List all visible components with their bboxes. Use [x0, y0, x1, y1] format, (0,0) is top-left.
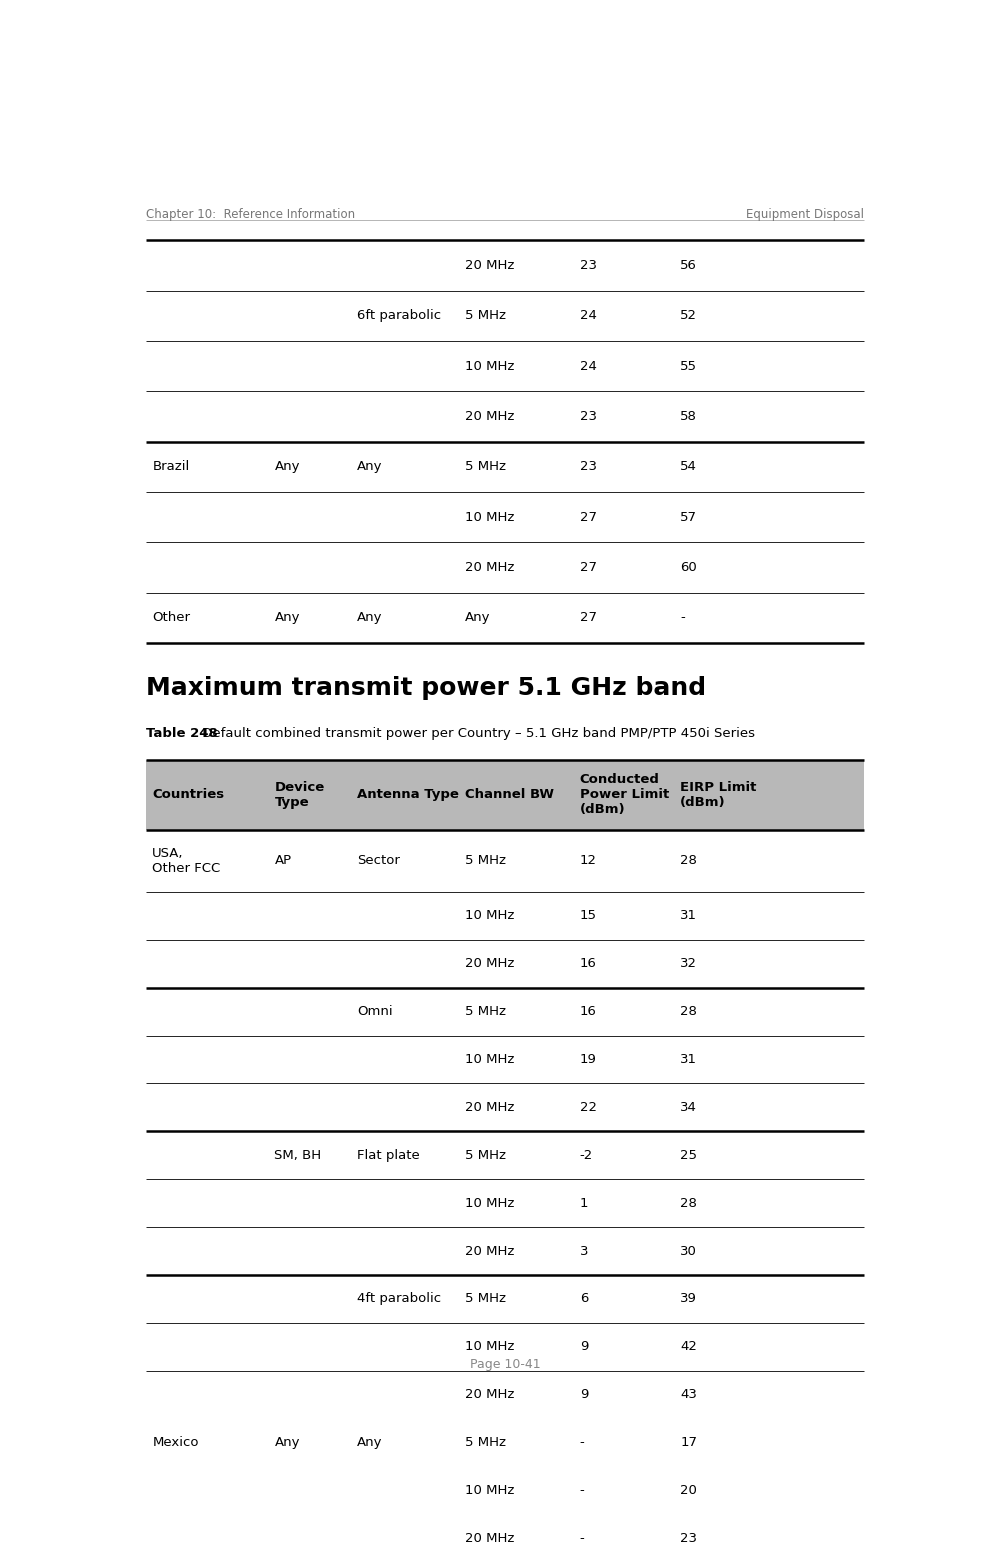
Text: 6ft parabolic: 6ft parabolic	[357, 309, 441, 322]
Text: 15: 15	[580, 910, 597, 922]
Text: 16: 16	[580, 1005, 597, 1019]
Text: Countries: Countries	[152, 788, 225, 801]
Text: Any: Any	[274, 460, 300, 473]
Text: 56: 56	[680, 260, 697, 272]
Text: 10 MHz: 10 MHz	[464, 1197, 514, 1210]
Text: 9: 9	[580, 1340, 588, 1353]
Text: 22: 22	[580, 1101, 597, 1113]
Text: Antenna Type: Antenna Type	[357, 788, 458, 801]
Text: Default combined transmit power per Country – 5.1 GHz band PMP/PTP 450i Series: Default combined transmit power per Coun…	[198, 728, 755, 740]
Text: EIRP Limit
(dBm): EIRP Limit (dBm)	[680, 781, 756, 809]
Text: 20 MHz: 20 MHz	[464, 1532, 514, 1546]
Text: 10 MHz: 10 MHz	[464, 1483, 514, 1497]
Text: Maximum transmit power 5.1 GHz band: Maximum transmit power 5.1 GHz band	[146, 676, 706, 700]
Text: 34: 34	[680, 1101, 697, 1113]
Text: 10 MHz: 10 MHz	[464, 910, 514, 922]
Text: 20 MHz: 20 MHz	[464, 1244, 514, 1258]
Text: Conducted
Power Limit
(dBm): Conducted Power Limit (dBm)	[580, 773, 669, 816]
Bar	[146, 760, 865, 829]
Text: Table 248: Table 248	[146, 728, 218, 740]
Text: 58: 58	[680, 411, 697, 423]
Text: 23: 23	[580, 260, 597, 272]
Text: AP: AP	[274, 854, 292, 868]
Text: 27: 27	[580, 611, 597, 624]
Text: Flat plate: Flat plate	[357, 1149, 420, 1162]
Text: 31: 31	[680, 910, 697, 922]
Text: 23: 23	[580, 460, 597, 473]
Text: 5 MHz: 5 MHz	[464, 1149, 506, 1162]
Text: 20 MHz: 20 MHz	[464, 260, 514, 272]
Text: -: -	[580, 1532, 585, 1546]
Text: 3: 3	[580, 1244, 589, 1258]
Text: 27: 27	[580, 510, 597, 524]
Text: 27: 27	[580, 561, 597, 574]
Text: 20 MHz: 20 MHz	[464, 958, 514, 970]
Text: Page 10-41: Page 10-41	[470, 1358, 540, 1372]
Text: Sector: Sector	[357, 854, 400, 868]
Text: 24: 24	[580, 359, 597, 373]
Text: 20 MHz: 20 MHz	[464, 411, 514, 423]
Text: 60: 60	[680, 561, 697, 574]
Text: -2: -2	[580, 1149, 593, 1162]
Text: SM, BH: SM, BH	[274, 1149, 321, 1162]
Text: 23: 23	[680, 1532, 697, 1546]
Text: -: -	[580, 1483, 585, 1497]
Text: 55: 55	[680, 359, 697, 373]
Text: Other: Other	[152, 611, 190, 624]
Text: Any: Any	[464, 611, 490, 624]
Text: 57: 57	[680, 510, 697, 524]
Text: 20: 20	[680, 1483, 697, 1497]
Text: 10 MHz: 10 MHz	[464, 1053, 514, 1067]
Text: 5 MHz: 5 MHz	[464, 1005, 506, 1019]
Text: USA,
Other FCC: USA, Other FCC	[152, 847, 221, 875]
Text: 19: 19	[580, 1053, 597, 1067]
Text: 43: 43	[680, 1389, 697, 1401]
Text: -: -	[680, 611, 685, 624]
Text: 52: 52	[680, 309, 697, 322]
Text: Mexico: Mexico	[152, 1437, 199, 1449]
Text: Equipment Disposal: Equipment Disposal	[746, 208, 865, 221]
Text: 5 MHz: 5 MHz	[464, 1437, 506, 1449]
Text: Any: Any	[274, 611, 300, 624]
Text: 5 MHz: 5 MHz	[464, 854, 506, 868]
Text: 12: 12	[580, 854, 597, 868]
Text: 1: 1	[580, 1197, 589, 1210]
Text: 39: 39	[680, 1292, 697, 1306]
Text: 32: 32	[680, 958, 697, 970]
Text: 28: 28	[680, 1197, 697, 1210]
Text: 5 MHz: 5 MHz	[464, 1292, 506, 1306]
Text: 28: 28	[680, 854, 697, 868]
Text: 10 MHz: 10 MHz	[464, 359, 514, 373]
Text: 28: 28	[680, 1005, 697, 1019]
Text: 16: 16	[580, 958, 597, 970]
Text: 42: 42	[680, 1340, 697, 1353]
Text: Brazil: Brazil	[152, 460, 189, 473]
Text: 5 MHz: 5 MHz	[464, 460, 506, 473]
Text: 20 MHz: 20 MHz	[464, 1389, 514, 1401]
Text: Any: Any	[357, 611, 383, 624]
Text: -: -	[580, 1437, 585, 1449]
Text: 25: 25	[680, 1149, 697, 1162]
Text: 4ft parabolic: 4ft parabolic	[357, 1292, 441, 1306]
Text: Channel BW: Channel BW	[464, 788, 554, 801]
Text: Device
Type: Device Type	[274, 781, 324, 809]
Text: Any: Any	[274, 1437, 300, 1449]
Text: 24: 24	[580, 309, 597, 322]
Text: 10 MHz: 10 MHz	[464, 510, 514, 524]
Text: 10 MHz: 10 MHz	[464, 1340, 514, 1353]
Text: Any: Any	[357, 1437, 383, 1449]
Text: 6: 6	[580, 1292, 588, 1306]
Text: Omni: Omni	[357, 1005, 392, 1019]
Text: 5 MHz: 5 MHz	[464, 309, 506, 322]
Text: Chapter 10:  Reference Information: Chapter 10: Reference Information	[146, 208, 355, 221]
Text: 20 MHz: 20 MHz	[464, 561, 514, 574]
Text: 54: 54	[680, 460, 697, 473]
Text: 23: 23	[580, 411, 597, 423]
Text: 20 MHz: 20 MHz	[464, 1101, 514, 1113]
Text: Any: Any	[357, 460, 383, 473]
Text: 31: 31	[680, 1053, 697, 1067]
Text: 17: 17	[680, 1437, 697, 1449]
Text: 9: 9	[580, 1389, 588, 1401]
Text: 30: 30	[680, 1244, 697, 1258]
